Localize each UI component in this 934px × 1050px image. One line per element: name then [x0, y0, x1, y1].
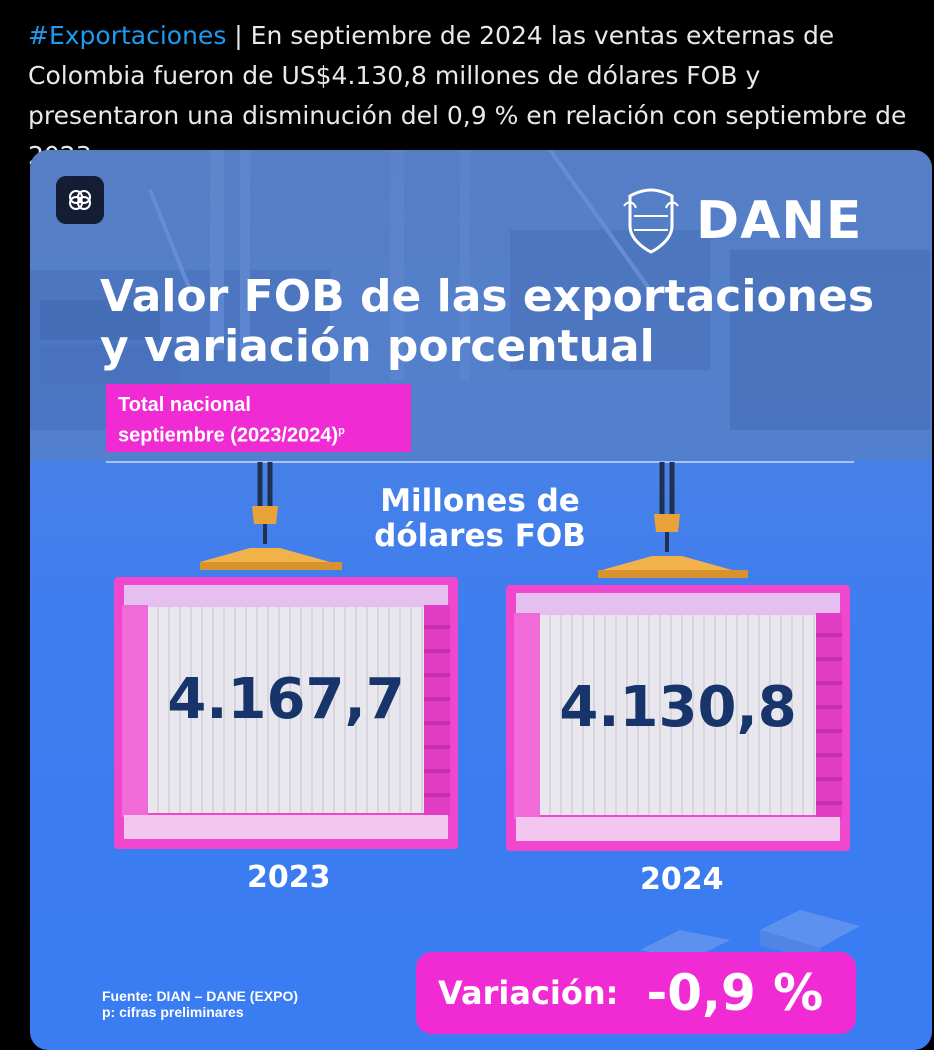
scope-tag-line-1: Total nacional — [118, 394, 251, 416]
container-value: 4.167,7 — [167, 667, 405, 732]
source-line-2: p: cifras preliminares — [102, 1004, 244, 1020]
coat-of-arms-icon — [623, 188, 679, 254]
variation-value: -0,9 % — [646, 964, 824, 1022]
scope-tag-line-2: septiembre (2023/2024)p — [118, 424, 345, 447]
source-line-1: Fuente: DIAN – DANE (EXPO) — [102, 988, 299, 1004]
variation-badge: Variación: -0,9 % — [416, 952, 856, 1034]
ai-brain-icon-button[interactable] — [56, 176, 104, 224]
container-2024: 4.130,8 — [506, 585, 850, 851]
crane-hook-icon — [200, 462, 342, 570]
unit-subtitle: Millones de dólares FOB — [360, 484, 600, 554]
unit-subtitle-line-2: dólares FOB — [374, 518, 586, 554]
dane-logo: DANE — [620, 186, 862, 256]
container-value: 4.130,8 — [559, 675, 797, 740]
crane-hook-icon — [598, 462, 748, 578]
boxes-illustration — [640, 910, 860, 960]
scope-tag: Total nacional septiembre (2023/2024)p — [106, 384, 411, 452]
container-2023: 4.167,7 — [114, 577, 458, 849]
divider-line — [106, 461, 854, 463]
hashtag-link[interactable]: #Exportaciones — [28, 21, 227, 50]
title-line-2: y variación porcentual — [100, 321, 655, 372]
source-note: Fuente: DIAN – DANE (EXPO) p: cifras pre… — [102, 988, 298, 1020]
ai-brain-icon — [69, 190, 91, 210]
title-line-1: Valor FOB de las exportaciones — [100, 271, 875, 322]
infographic-title: Valor FOB de las exportaciones y variaci… — [100, 272, 874, 372]
port-background-illustration — [30, 150, 932, 460]
unit-subtitle-line-1: Millones de — [380, 483, 580, 519]
year-label: 2024 — [640, 862, 724, 897]
infographic-image[interactable]: DANE Valor FOB de las exportaciones y va… — [30, 150, 932, 1050]
dane-logo-text: DANE — [696, 191, 863, 251]
year-label: 2023 — [247, 860, 331, 895]
variation-label: Variación: — [438, 974, 619, 1012]
